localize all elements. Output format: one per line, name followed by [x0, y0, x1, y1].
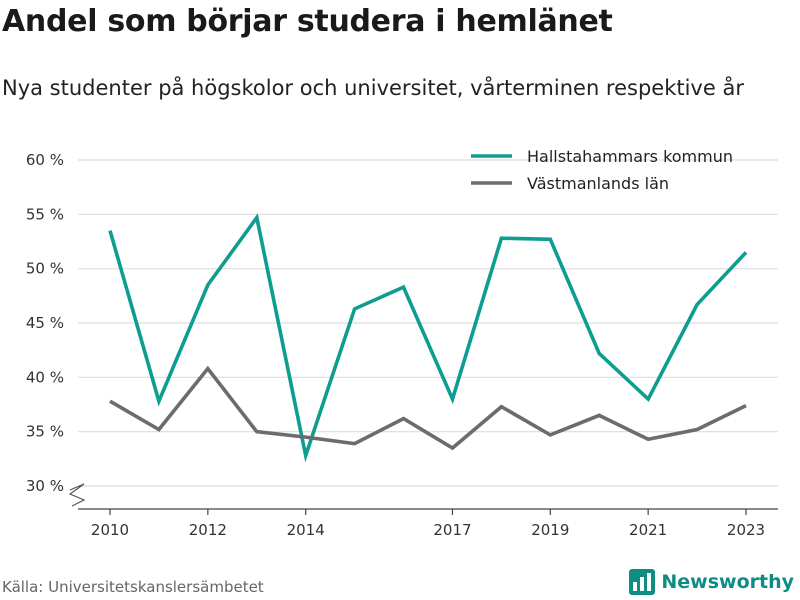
y-axis-ticks: 30 % 35 % 40 % 45 % 50 % 55 % 60 %: [26, 151, 86, 507]
y-tick-label-30: 30 %: [26, 477, 64, 495]
brand-name: Newsworthy: [661, 571, 794, 593]
legend-label-1: Hallstahammars kommun: [527, 147, 733, 166]
legend: Hallstahammars kommun Västmanlands län: [471, 147, 733, 193]
chart-title: Andel som börjar studera i hemlänet: [2, 4, 613, 39]
series-line-1: [108, 213, 748, 463]
y-tick-label-45: 45 %: [26, 314, 64, 332]
y-tick-label-40: 40 %: [26, 368, 64, 386]
axis-break-icon: [68, 483, 86, 507]
legend-label-2: Västmanlands län: [527, 174, 669, 193]
x-tick-label-2012: 2012: [189, 521, 227, 539]
y-tick-label-60: 60 %: [26, 151, 64, 169]
x-tick-label-2021: 2021: [629, 521, 667, 539]
x-tick-label-2014: 2014: [287, 521, 325, 539]
brand-logo: Newsworthy: [629, 569, 794, 595]
source-note: Källa: Universitetskanslersämbetet: [2, 578, 264, 596]
y-tick-label-35: 35 %: [26, 423, 64, 441]
chart-subtitle: Nya studenter på högskolor och universit…: [2, 76, 744, 100]
series-lines: [108, 213, 748, 463]
series-line-2: [109, 365, 747, 451]
x-tick-label-2017: 2017: [433, 521, 471, 539]
y-tick-label-55: 55 %: [26, 205, 64, 223]
x-axis: 2010 2012 2014 2017 2019 2021 2023: [78, 508, 778, 539]
gridlines: [78, 159, 778, 487]
x-tick-label-2019: 2019: [531, 521, 569, 539]
x-tick-label-2023: 2023: [727, 521, 765, 539]
bar-chart-logo-icon: [629, 569, 656, 595]
y-tick-label-50: 50 %: [26, 260, 64, 278]
x-tick-label-2010: 2010: [91, 521, 129, 539]
